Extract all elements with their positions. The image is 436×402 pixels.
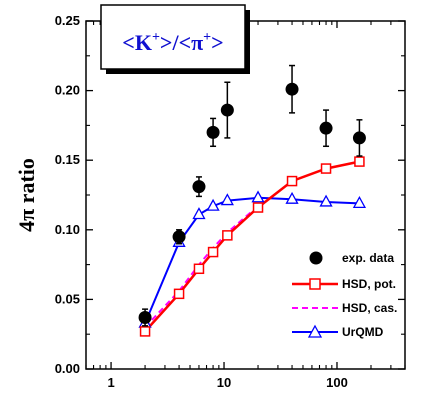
title-part-sup2: + <box>203 30 211 45</box>
data-point-hsd-pot <box>193 263 205 275</box>
data-point-urqmd <box>206 198 220 211</box>
data-point-hsd-pot <box>222 230 233 241</box>
data-point-exp-data <box>138 310 152 324</box>
data-point-hsd-pot <box>207 246 219 258</box>
data-point-exp-data <box>192 180 206 194</box>
data-point-exp-data <box>220 103 234 117</box>
data-point-exp-data <box>172 230 186 244</box>
title-box: <K+>/<π+> <box>100 4 250 74</box>
legend-marker-exp-data <box>309 251 323 265</box>
data-point-exp-data <box>206 125 220 139</box>
chart-title: <K+>/<π+> <box>122 30 223 55</box>
y-tick-label: 0.20 <box>55 83 80 98</box>
y-tick-label: 0.10 <box>55 222 80 237</box>
data-point-urqmd <box>251 190 265 203</box>
series-line-hsd-cas <box>144 205 259 328</box>
title-box-frame <box>100 4 246 70</box>
legend-marker-hsd-pot <box>309 278 321 290</box>
x-tick-label: 1 <box>107 375 114 390</box>
legend-label-hsd-cas: HSD, cas. <box>342 301 397 315</box>
title-part-sup1: + <box>152 30 160 45</box>
data-point-exp-data <box>285 82 299 96</box>
title-part-open: <K <box>122 30 152 55</box>
data-point-hsd-pot <box>354 156 365 167</box>
x-tick-label: 10 <box>217 375 231 390</box>
data-point-hsd-pot <box>173 288 185 300</box>
y-tick-label: 0.00 <box>55 361 80 376</box>
x-tick-label: 100 <box>326 375 348 390</box>
legend-label-exp-data: exp. data <box>342 251 394 265</box>
data-point-exp-data <box>352 131 366 145</box>
data-point-urqmd <box>192 207 206 220</box>
data-point-hsd-pot <box>139 326 151 337</box>
series-markers <box>138 64 367 337</box>
legend: exp. data HSD, pot. HSD, cas. UrQMD <box>292 251 397 339</box>
data-point-exp-data <box>319 121 333 135</box>
data-point-hsd-pot <box>252 202 264 213</box>
title-part-close: > <box>211 30 224 55</box>
title-part-mid: >/<π <box>160 30 203 55</box>
series-line-urqmd <box>144 196 360 324</box>
y-tick-label: 0.05 <box>55 291 80 306</box>
axis-tick-labels: 0.00 0.05 0.10 0.15 0.20 0.25 1 10 100 <box>55 13 348 390</box>
y-tick-label: 0.15 <box>55 152 80 167</box>
data-point-urqmd <box>352 196 367 209</box>
y-axis-label: 4π ratio <box>14 158 39 232</box>
legend-label-urqmd: UrQMD <box>342 325 384 339</box>
data-point-hsd-pot <box>286 175 298 187</box>
data-point-urqmd <box>220 193 234 206</box>
data-point-urqmd <box>319 194 333 207</box>
legend-marker-urqmd <box>307 324 323 338</box>
legend-label-hsd-pot: HSD, pot. <box>342 277 396 291</box>
data-point-urqmd <box>285 191 299 204</box>
y-tick-label: 0.25 <box>55 13 80 28</box>
data-point-hsd-pot <box>320 163 332 174</box>
